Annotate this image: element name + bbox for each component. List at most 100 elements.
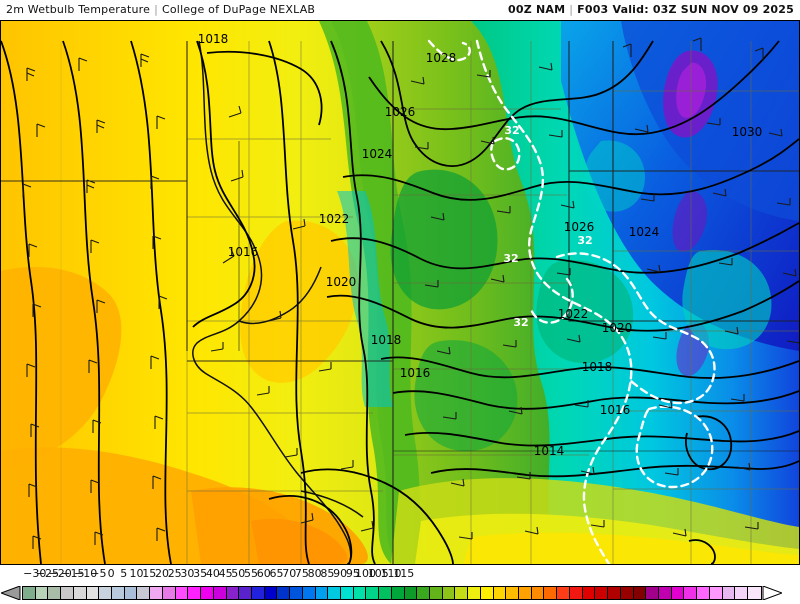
svg-text:1030: 1030: [732, 125, 763, 139]
colorbar-swatch[interactable]: [264, 587, 278, 599]
colorbar-swatch[interactable]: [188, 587, 202, 599]
colorbar-swatch[interactable]: [23, 587, 36, 599]
freezing-label: 32: [513, 316, 528, 329]
product-title: 2m Wetbulb Temperature: [6, 3, 151, 16]
colorbar-swatch[interactable]: [480, 587, 494, 599]
colorbar-swatch[interactable]: [735, 587, 748, 599]
isobar-label: 1020: [326, 275, 357, 289]
model-run-info: 00Z NAM | F003 Valid: 03Z SUN NOV 09 2025: [508, 3, 794, 16]
colorbar-swatch[interactable]: [468, 587, 481, 599]
colorbar-swatch[interactable]: [519, 587, 532, 599]
colorbar-swatch[interactable]: [353, 587, 367, 599]
isobar-label: 1016: [600, 403, 631, 417]
colorbar-swatch[interactable]: [112, 587, 125, 599]
colorbar-tick-label: 25: [167, 567, 182, 580]
colorbar-swatch[interactable]: [430, 587, 443, 599]
freezing-line-32f: [427, 39, 716, 564]
colorbar-swatch[interactable]: [213, 587, 227, 599]
colorbar-swatch[interactable]: [35, 587, 49, 599]
colorbar-swatch[interactable]: [328, 587, 341, 599]
isobar-label: 1018: [371, 333, 402, 347]
colorbar-swatch[interactable]: [442, 587, 456, 599]
freezing-label: 32: [504, 124, 519, 137]
colorbar-swatch[interactable]: [162, 587, 176, 599]
isobar-label: 1030: [732, 125, 763, 139]
colorbar-swatch[interactable]: [417, 587, 430, 599]
map-canvas[interactable]: 1018 1028 1026 1030 1024 1022 1026 1024 1016 1020…: [0, 20, 800, 565]
colorbar-swatch[interactable]: [366, 587, 380, 599]
colorbar-swatch[interactable]: [646, 587, 659, 599]
colorbar-tick-label: 10: [129, 567, 144, 580]
colorbar-swatch[interactable]: [620, 587, 634, 599]
colorbar-tick-label: −20: [48, 567, 72, 580]
colorbar-swatch[interactable]: [569, 587, 583, 599]
color-scale-legend[interactable]: −30 −25 −20 −15 −10 −5 0 5 10 15 20 25 30 35 40 45 50 55 6…: [0, 566, 800, 601]
isobar-label: 1022: [319, 212, 350, 226]
colorbar-tick-label: 15: [142, 567, 157, 580]
colorbar-swatch[interactable]: [86, 587, 100, 599]
colorbar-tick-label: 105: [367, 567, 389, 580]
isobar-label: 1026: [564, 220, 595, 234]
colorbar-swatch[interactable]: [684, 587, 698, 599]
colorbar-tick-label: 20: [154, 567, 169, 580]
colorbar-swatch[interactable]: [201, 587, 214, 599]
colorbar-tick-label: −15: [61, 567, 85, 580]
colorbar-swatch[interactable]: [404, 587, 418, 599]
title-separator: |: [154, 3, 158, 16]
colorbar-swatch[interactable]: [709, 587, 723, 599]
colorbar-tick-label: 5: [120, 567, 128, 580]
colorbar-swatch[interactable]: [697, 587, 710, 599]
colorbar-swatch[interactable]: [48, 587, 62, 599]
colorbar-tick-label: 70: [282, 567, 297, 580]
colorbar-tick-label: −5: [90, 567, 107, 580]
colorbar-swatch[interactable]: [544, 587, 558, 599]
isobar-label: 1020: [602, 321, 633, 335]
colorbar-swatch[interactable]: [671, 587, 685, 599]
colorbar-swatch[interactable]: [277, 587, 291, 599]
run-separator: |: [569, 3, 574, 16]
source-label: College of DuPage NEXLAB: [162, 3, 316, 16]
colorbar-tick-label: 60: [256, 567, 271, 580]
svg-text:1022: 1022: [319, 212, 350, 226]
colorbar-swatch[interactable]: [379, 587, 392, 599]
colorbar-swatch[interactable]: [506, 587, 520, 599]
colorbar-swatch[interactable]: [315, 587, 329, 599]
isobar-label: 1018: [582, 360, 613, 374]
isobar-label: 1024: [362, 147, 393, 161]
colorbar-swatch[interactable]: [226, 587, 240, 599]
colorbar-swatch[interactable]: [290, 587, 303, 599]
isobar-label: 1018: [198, 32, 229, 46]
colorbar-swatch[interactable]: [251, 587, 265, 599]
colorbar-swatch[interactable]: [455, 587, 469, 599]
colorbar-tick-label: 30: [180, 567, 195, 580]
colorbar-swatch[interactable]: [531, 587, 545, 599]
colorbar-swatch[interactable]: [239, 587, 252, 599]
colorbar-overflow-arrow: [762, 585, 784, 601]
colorbar-tick-label: 40: [205, 567, 220, 580]
colorbar-swatch[interactable]: [302, 587, 316, 599]
colorbar-swatch[interactable]: [137, 587, 151, 599]
colorbar-swatch[interactable]: [595, 587, 609, 599]
colorbar-tick-label: −25: [35, 567, 60, 580]
colorbar-swatch[interactable]: [658, 587, 672, 599]
svg-text:1018: 1018: [198, 32, 229, 46]
isobar-label: 1014: [534, 444, 565, 458]
colorbar-swatch[interactable]: [747, 587, 761, 599]
colorbar-swatch[interactable]: [73, 587, 87, 599]
colorbar-swatch[interactable]: [633, 587, 647, 599]
svg-text:1026: 1026: [385, 105, 416, 119]
colorbar-swatch[interactable]: [582, 587, 596, 599]
colorbar-swatch[interactable]: [557, 587, 570, 599]
colorbar-swatches[interactable]: [22, 586, 762, 600]
colorbar-swatch[interactable]: [124, 587, 138, 599]
colorbar-swatch[interactable]: [608, 587, 621, 599]
colorbar-swatch[interactable]: [61, 587, 74, 599]
colorbar-swatch[interactable]: [493, 587, 507, 599]
colorbar-swatch[interactable]: [722, 587, 736, 599]
colorbar-swatch[interactable]: [175, 587, 189, 599]
colorbar-swatch[interactable]: [150, 587, 163, 599]
colorbar-swatch[interactable]: [99, 587, 113, 599]
colorbar-swatch[interactable]: [391, 587, 405, 599]
colorbar-swatch[interactable]: [340, 587, 354, 599]
